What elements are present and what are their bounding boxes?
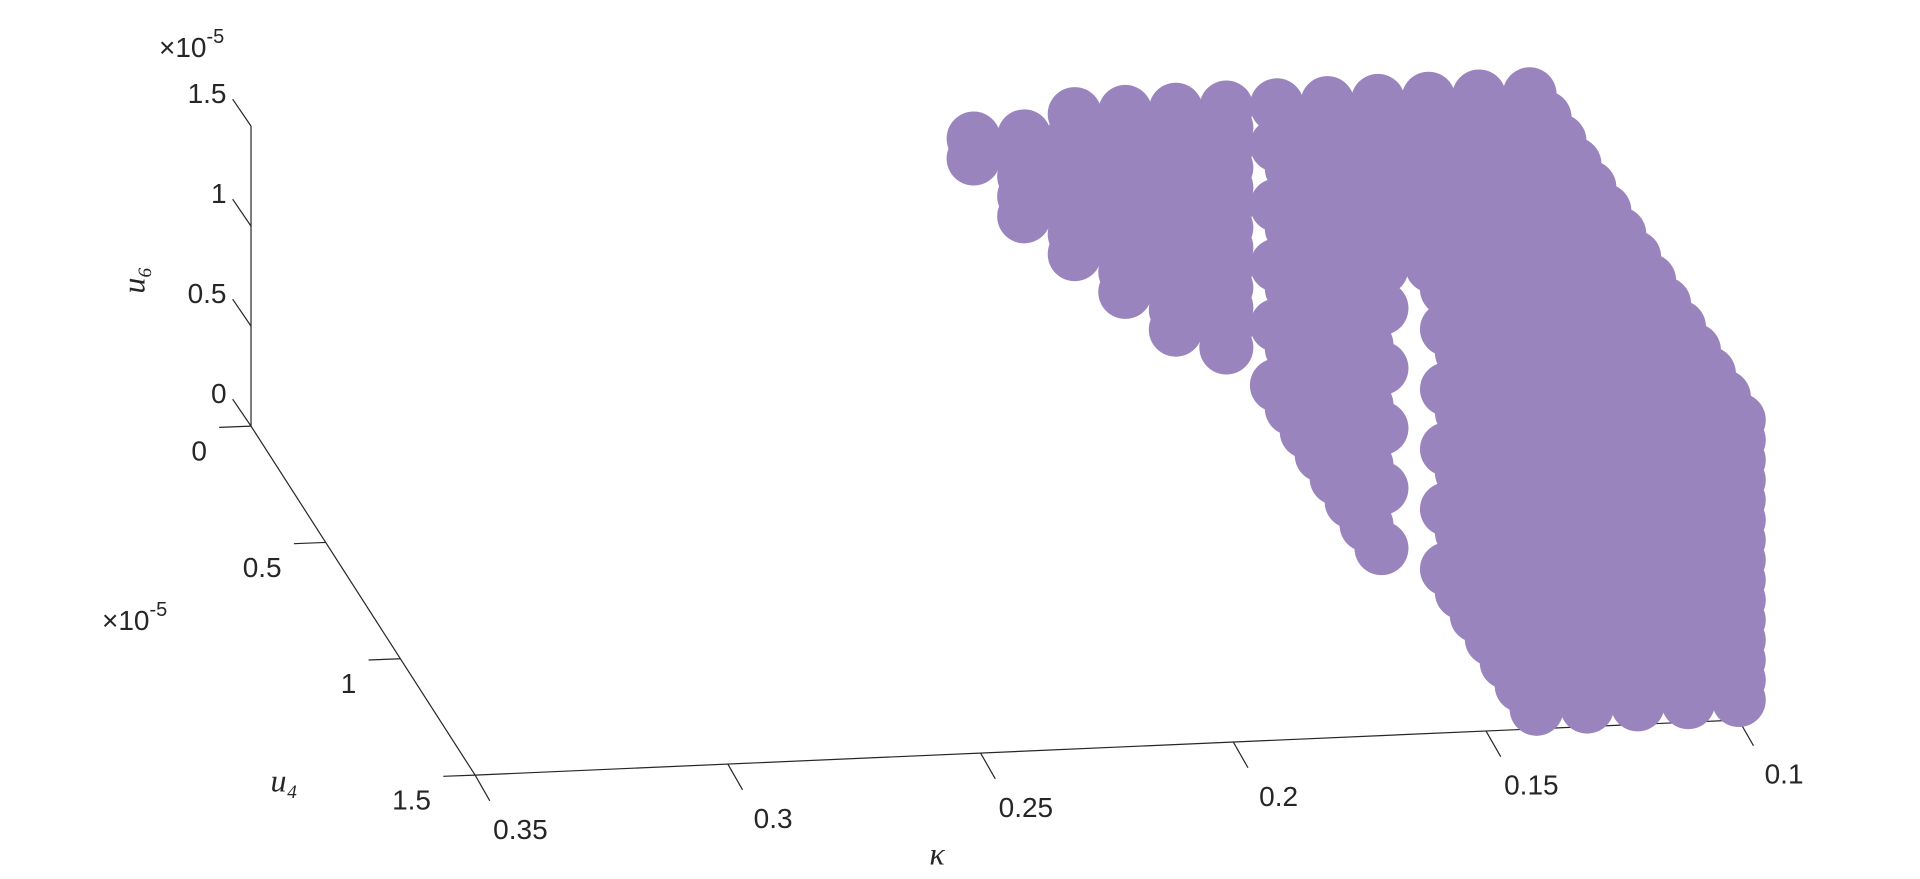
point [1711, 413, 1766, 467]
y-tick [368, 658, 401, 661]
point [1509, 421, 1564, 476]
z-multiplier-base: ×10 [159, 32, 207, 63]
z-tick-label: 0.5 [188, 278, 227, 309]
z-multiplier-exponent: -5 [207, 26, 225, 48]
z-tick-label: 1 [211, 178, 227, 209]
x-tick-label: 0.35 [493, 814, 548, 845]
x-tick-label: 0.25 [999, 792, 1054, 823]
point [1354, 241, 1409, 296]
y-multiplier-exponent: -5 [150, 599, 168, 621]
y-multiplier-base: ×10 [102, 605, 150, 636]
y-tick [443, 774, 476, 777]
x-tick [1485, 730, 1502, 758]
y-tick [293, 541, 326, 545]
x-axis-title: κ [929, 835, 945, 871]
x-tick-label: 0.15 [1504, 770, 1559, 801]
point [1610, 417, 1665, 472]
y-axis-title: u₄ [270, 762, 297, 798]
x-tick [1232, 741, 1249, 769]
point [1199, 80, 1254, 135]
z-axis-title: u₆ [115, 266, 151, 293]
point [1354, 401, 1409, 456]
x-tick-label: 0.1 [1765, 759, 1804, 790]
point [1148, 82, 1203, 137]
point [1354, 281, 1409, 336]
point [1354, 461, 1409, 516]
x-tick [727, 763, 744, 791]
point [946, 111, 1001, 166]
point [1098, 84, 1153, 139]
point [1354, 521, 1409, 576]
y-tick-label: 0 [191, 435, 207, 466]
z-tick [232, 398, 252, 427]
z-tick-label: 1.5 [188, 78, 227, 109]
point [997, 109, 1052, 164]
z-tick-label: 0 [211, 378, 227, 409]
y-tick [219, 425, 252, 428]
point [1354, 341, 1409, 396]
z-tick [232, 98, 252, 127]
z-tick [232, 198, 252, 227]
y-tick-label: 0.5 [243, 552, 282, 583]
y-tick-label: 1 [341, 668, 357, 699]
x-tick [980, 752, 996, 780]
x-tick-label: 0.2 [1259, 781, 1298, 812]
x-tick-label: 0.3 [754, 803, 793, 834]
y-multiplier: ×10-5 [102, 599, 167, 636]
point [1661, 415, 1716, 470]
point [1047, 87, 1102, 142]
y-tick-label: 1.5 [392, 784, 431, 815]
y-axis-line [250, 425, 476, 776]
z-multiplier: ×10-5 [159, 26, 224, 63]
point [1560, 419, 1615, 474]
z-tick [232, 298, 252, 327]
x-tick [474, 774, 491, 802]
